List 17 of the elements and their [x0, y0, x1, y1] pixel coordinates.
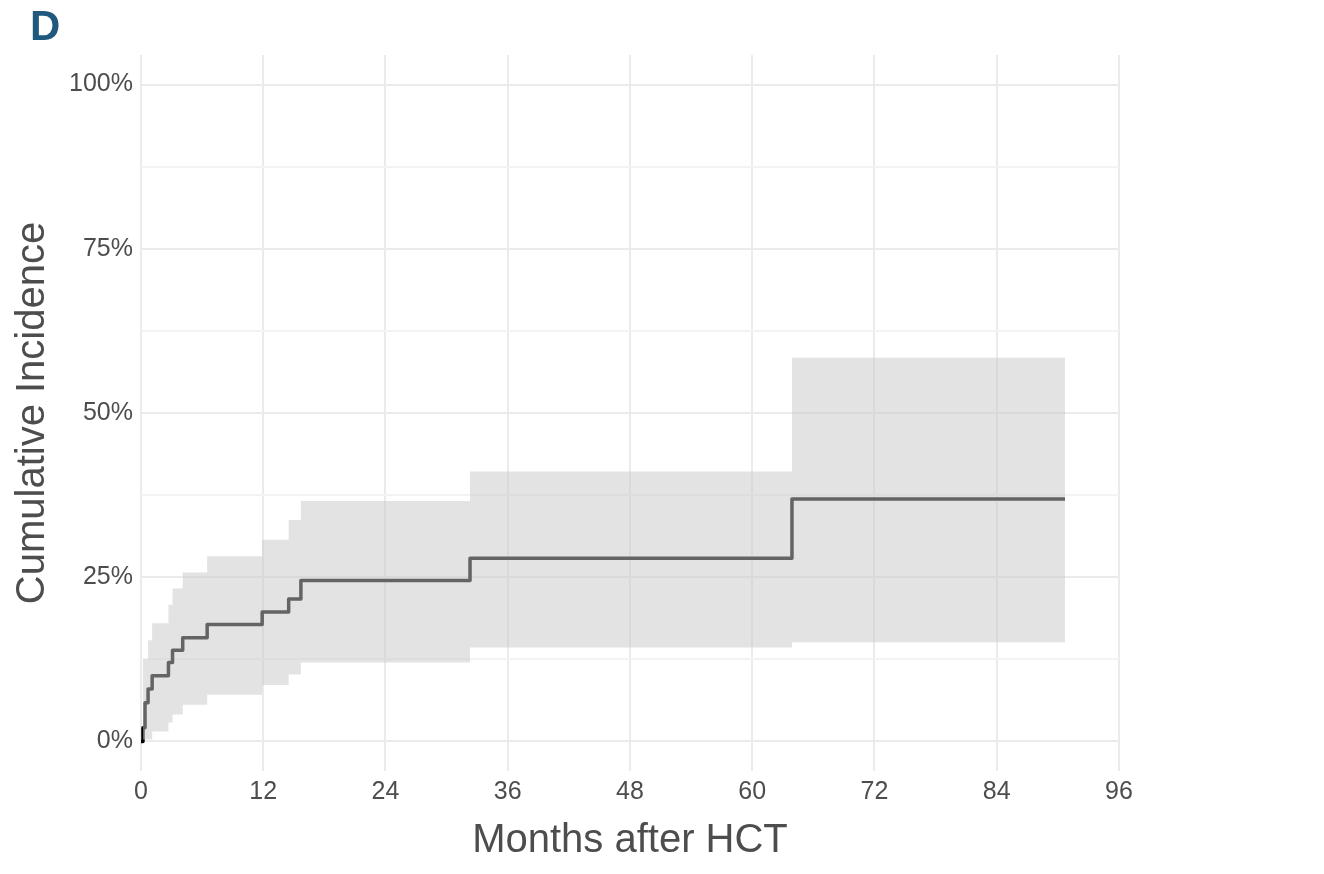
x-tick-label: 36	[493, 775, 522, 804]
chart-title: D	[30, 2, 61, 50]
x-axis-title: Months after HCT	[472, 816, 788, 861]
y-tick-label: 100%	[68, 68, 133, 97]
y-tick-label: 75%	[82, 232, 133, 261]
y-tick-label: 0%	[96, 725, 133, 754]
x-tick-label: 96	[1105, 775, 1133, 804]
x-tick-label: 24	[371, 775, 400, 804]
x-tick-label: 48	[616, 775, 644, 804]
y-tick-label: 50%	[82, 396, 133, 425]
x-tick-label: 72	[860, 775, 889, 804]
y-axis-title: Cumulative Incidence	[8, 221, 53, 605]
x-tick-label: 12	[249, 775, 278, 804]
x-tick-label: 84	[982, 775, 1011, 804]
x-tick-label: 60	[738, 775, 767, 804]
y-tick-label: 25%	[82, 561, 133, 590]
x-tick-label: 0	[133, 775, 148, 804]
